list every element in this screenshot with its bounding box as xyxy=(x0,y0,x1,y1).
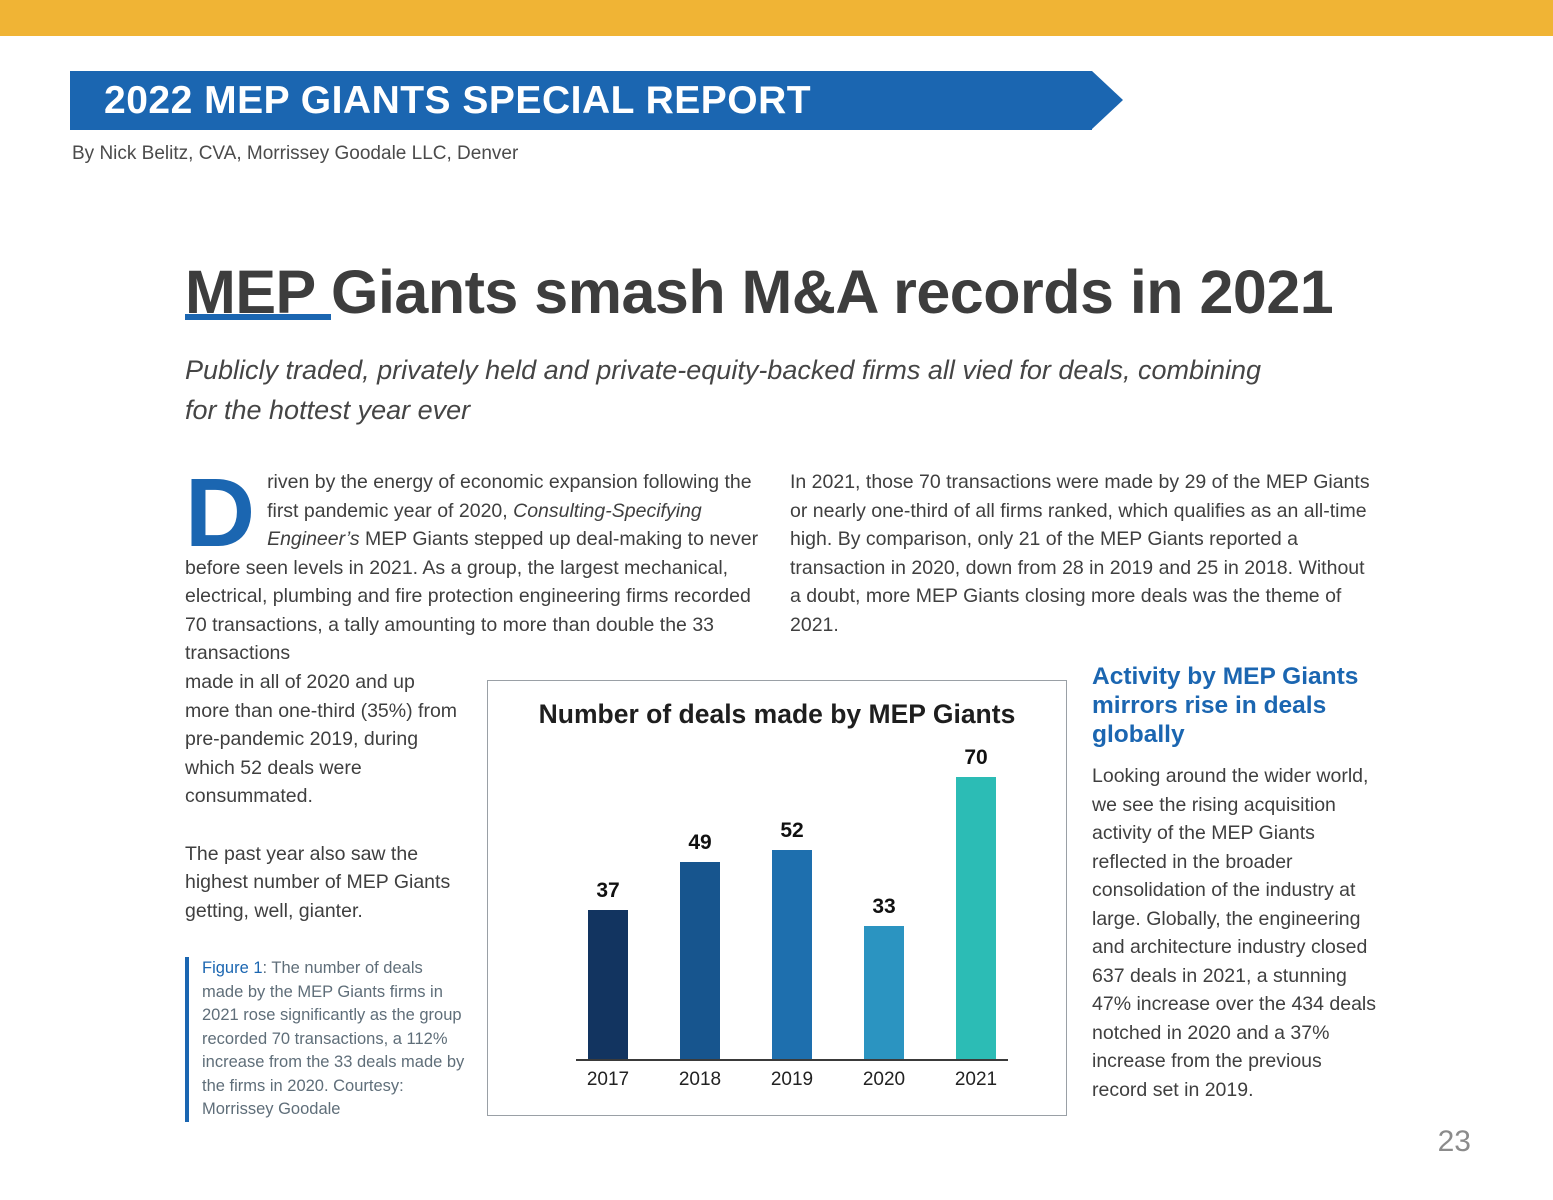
bar xyxy=(772,850,812,1059)
sidebar-callout: Activity by MEP Giants mirrors rise in d… xyxy=(1092,662,1378,1104)
bar xyxy=(588,910,628,1059)
paragraph-1-continuation: made in all of 2020 and up more than one… xyxy=(185,671,458,807)
bar xyxy=(956,777,996,1059)
category-label: 2021 xyxy=(954,1069,998,1090)
bar-value-label: 49 xyxy=(688,831,712,854)
chart-categories: 2017 2018 2019 2020 2021 xyxy=(576,1069,1008,1091)
category-label: 2017 xyxy=(586,1069,630,1090)
chart-plot: 37 49 52 33 70 xyxy=(576,746,1008,1061)
bar-value-label: 52 xyxy=(780,819,804,842)
figure-1-chart: Number of deals made by MEP Giants 37 49 5… xyxy=(487,680,1067,1116)
article-headline: MEP Giants smash M&A records in 2021 xyxy=(185,257,1334,326)
figure-caption: Figure 1: The number of deals made by th… xyxy=(185,957,465,1122)
figure-caption-text: : The number of deals made by the MEP Gi… xyxy=(202,959,465,1118)
page-number: 23 xyxy=(1437,1125,1471,1158)
bar-group: 49 xyxy=(668,831,732,1059)
category-label: 2019 xyxy=(770,1069,814,1090)
paragraph-1-text-after: MEP Giants stepped up deal-making to nev… xyxy=(185,528,759,664)
bar-value-label: 33 xyxy=(872,895,896,918)
paragraph-2: The past year also saw the highest numbe… xyxy=(185,842,451,922)
bar xyxy=(680,862,720,1059)
paragraph-1-text: riven by the energy of economic expansio… xyxy=(267,471,752,522)
headline-underline-rule xyxy=(185,314,331,320)
report-banner: 2022 MEP GIANTS SPECIAL REPORT xyxy=(70,71,1123,130)
article-subtitle: Publicly traded, privately held and priv… xyxy=(185,355,1262,425)
bar xyxy=(864,926,904,1059)
chart-title: Number of deals made by MEP Giants xyxy=(538,699,1016,729)
bar-group: 52 xyxy=(760,819,824,1059)
report-banner-title: 2022 MEP GIANTS SPECIAL REPORT xyxy=(104,78,812,122)
dropcap: D xyxy=(185,458,256,567)
article-right-column: In 2021, those 70 transactions were made… xyxy=(790,468,1370,639)
paragraph-1-italic: Consulting-Specifying Engineer’s xyxy=(267,499,702,551)
category-label: 2020 xyxy=(862,1069,906,1090)
bar-value-label: 70 xyxy=(964,746,988,769)
paragraph-right-text: In 2021, those 70 transactions were made… xyxy=(790,471,1370,636)
bar-value-label: 37 xyxy=(596,879,620,902)
sidebar-body: Looking around the wider world, we see t… xyxy=(1092,765,1377,1101)
figure-caption-label: Figure 1 xyxy=(202,959,263,977)
bar-group: 70 xyxy=(944,746,1008,1059)
category-label: 2018 xyxy=(678,1069,722,1090)
bar-group: 33 xyxy=(852,895,916,1059)
byline: By Nick Belitz, CVA, Morrissey Goodale L… xyxy=(72,143,519,164)
top-accent-bar xyxy=(0,0,1553,36)
sidebar-heading: Activity by MEP Giants mirrors rise in d… xyxy=(1092,663,1359,748)
article-left-narrow-column: made in all of 2020 and up more than one… xyxy=(185,668,459,925)
bar-group: 37 xyxy=(576,879,640,1059)
